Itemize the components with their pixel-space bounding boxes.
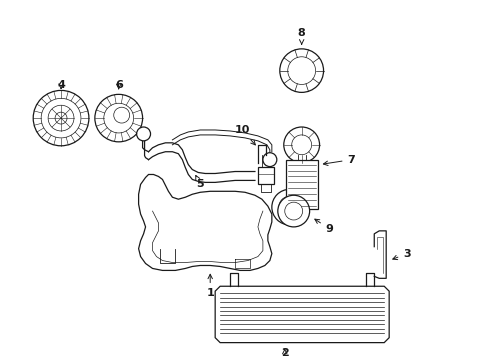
- Circle shape: [283, 127, 319, 163]
- Text: 6: 6: [115, 81, 122, 90]
- Polygon shape: [215, 286, 388, 343]
- Circle shape: [55, 112, 67, 124]
- Circle shape: [48, 105, 74, 131]
- Circle shape: [278, 196, 300, 218]
- Circle shape: [136, 127, 150, 141]
- Circle shape: [263, 153, 276, 167]
- Bar: [285, 159, 317, 209]
- Text: 1: 1: [206, 274, 214, 298]
- Bar: [257, 167, 273, 184]
- Circle shape: [95, 94, 142, 142]
- Text: 10: 10: [234, 125, 255, 145]
- Circle shape: [103, 103, 133, 133]
- Text: 5: 5: [195, 175, 203, 189]
- Circle shape: [277, 195, 309, 227]
- Text: 3: 3: [392, 249, 410, 260]
- Text: 9: 9: [314, 219, 333, 234]
- Circle shape: [291, 135, 311, 155]
- Text: 2: 2: [280, 347, 288, 357]
- Circle shape: [287, 57, 315, 85]
- Circle shape: [114, 107, 129, 123]
- Text: 7: 7: [323, 155, 355, 166]
- Circle shape: [284, 202, 302, 220]
- Circle shape: [279, 49, 323, 93]
- Text: 8: 8: [297, 28, 305, 44]
- Text: 4: 4: [57, 81, 65, 90]
- Polygon shape: [138, 175, 271, 270]
- Circle shape: [41, 98, 81, 138]
- Circle shape: [271, 189, 307, 225]
- Circle shape: [33, 90, 89, 146]
